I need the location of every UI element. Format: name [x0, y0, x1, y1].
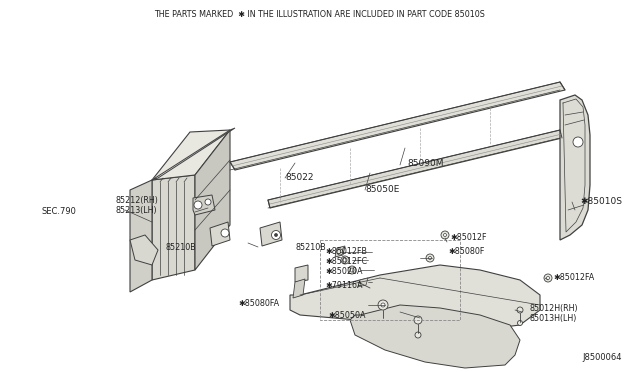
Polygon shape: [193, 195, 215, 215]
Text: THE PARTS MARKED  ✱ IN THE ILLUSTRATION ARE INCLUDED IN PART CODE 85010S: THE PARTS MARKED ✱ IN THE ILLUSTRATION A…: [155, 10, 485, 19]
Circle shape: [221, 229, 229, 237]
Polygon shape: [210, 222, 230, 246]
Circle shape: [350, 268, 354, 272]
Text: 85213(LH): 85213(LH): [116, 205, 157, 215]
Polygon shape: [335, 246, 345, 257]
Circle shape: [517, 307, 523, 313]
Text: 85090M: 85090M: [407, 160, 444, 169]
Circle shape: [444, 234, 447, 237]
Circle shape: [341, 256, 349, 264]
Polygon shape: [295, 265, 308, 282]
Text: ✱85080F: ✱85080F: [448, 247, 484, 257]
Circle shape: [414, 316, 422, 324]
Circle shape: [544, 274, 552, 282]
Polygon shape: [560, 95, 590, 240]
Bar: [320, 240, 460, 320]
Circle shape: [343, 258, 347, 262]
Circle shape: [194, 201, 202, 209]
Text: 85013H(LH): 85013H(LH): [530, 314, 577, 323]
Text: ✱85020A: ✱85020A: [325, 267, 362, 276]
Text: 85212(RH): 85212(RH): [116, 196, 159, 205]
Circle shape: [429, 257, 431, 260]
Circle shape: [426, 254, 434, 262]
Circle shape: [205, 199, 211, 205]
Text: 85012H(RH): 85012H(RH): [530, 304, 579, 312]
Text: ✱85080FA: ✱85080FA: [238, 298, 279, 308]
Polygon shape: [152, 175, 195, 280]
Text: ✱85012FC: ✱85012FC: [325, 257, 367, 266]
Polygon shape: [195, 130, 230, 270]
Text: ✱79116A: ✱79116A: [325, 280, 362, 289]
Circle shape: [547, 276, 550, 279]
Polygon shape: [230, 82, 565, 170]
Text: ✱85012FA: ✱85012FA: [553, 273, 595, 282]
Circle shape: [381, 303, 385, 307]
Text: ✱85012F: ✱85012F: [450, 234, 486, 243]
Circle shape: [378, 300, 388, 310]
Polygon shape: [350, 305, 520, 368]
Text: ✱85012FB: ✱85012FB: [325, 247, 367, 257]
Text: 85210B: 85210B: [295, 244, 326, 253]
Circle shape: [518, 321, 522, 326]
Polygon shape: [358, 278, 368, 287]
Circle shape: [415, 332, 421, 338]
Text: SEC.790: SEC.790: [42, 208, 77, 217]
Circle shape: [573, 137, 583, 147]
Polygon shape: [290, 265, 540, 330]
Circle shape: [271, 231, 280, 240]
Circle shape: [348, 266, 356, 274]
Polygon shape: [130, 180, 152, 292]
Circle shape: [275, 234, 278, 237]
Text: 85022: 85022: [285, 173, 314, 183]
Polygon shape: [152, 130, 230, 180]
Polygon shape: [293, 279, 305, 298]
Polygon shape: [130, 235, 158, 265]
Text: 85050E: 85050E: [365, 186, 399, 195]
Circle shape: [337, 249, 343, 255]
Text: ✱85050A: ✱85050A: [328, 311, 365, 320]
Text: J8500064: J8500064: [582, 353, 622, 362]
Polygon shape: [260, 222, 282, 246]
Text: 85210B: 85210B: [165, 244, 196, 253]
Polygon shape: [152, 128, 235, 180]
Polygon shape: [268, 130, 562, 208]
Circle shape: [441, 231, 449, 239]
Text: ✱85010S: ✱85010S: [580, 198, 622, 206]
